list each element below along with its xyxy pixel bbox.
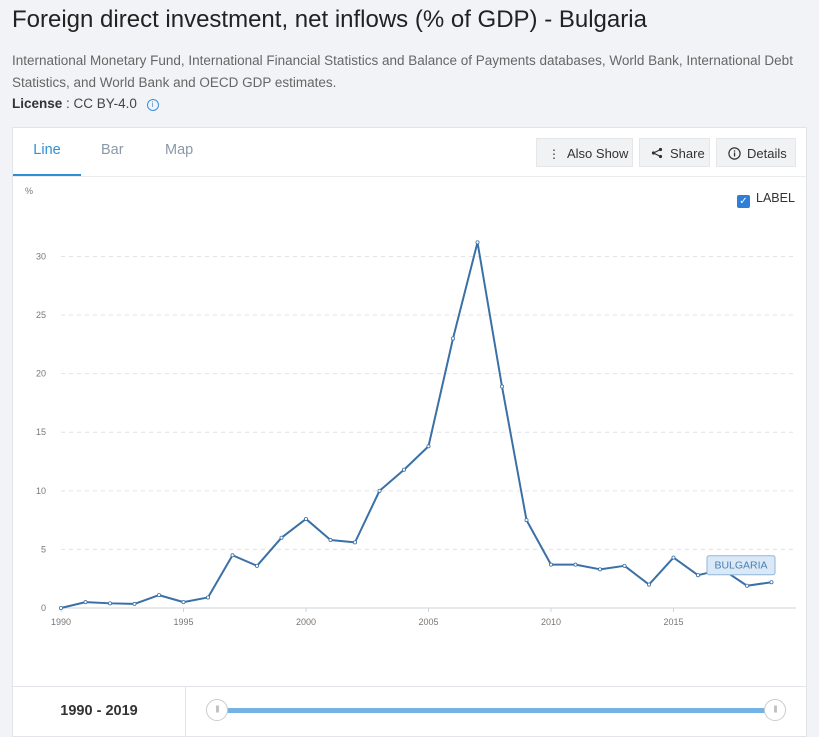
y-tick-label: 25 [36,310,46,320]
data-point [647,582,652,587]
tabs-divider [13,176,806,177]
share-label: Share [670,146,705,161]
license-line: License : CC BY-4.0 i [12,96,159,111]
data-point [108,601,113,606]
range-start-handle[interactable]: ||| [206,699,228,721]
x-tick-label: 2015 [663,617,683,627]
share-button[interactable]: Share [639,138,710,167]
y-tick-label: 0 [41,603,46,613]
data-point [83,600,88,605]
data-point [769,580,774,585]
line-chart: % 0 5 10 15 20 25 30 1990 1995 2000 2005 2010 2015 BUL… [25,186,796,627]
range-bar: 1990 - 2019 ||| ||| [12,686,807,737]
data-point [205,595,210,600]
also-show-label: Also Show [567,146,629,161]
range-end-handle[interactable]: ||| [764,699,786,721]
info-circle-icon [727,140,741,169]
data-point [230,553,235,558]
data-point [499,384,504,389]
data-point [279,535,284,540]
x-tick-label: 2010 [541,617,561,627]
data-point [181,600,186,605]
series-label: BULGARIA [714,560,767,572]
range-separator: - [92,703,106,719]
checkbox-checked-icon[interactable]: ✓ [737,195,750,208]
label-toggle-text: LABEL [756,191,795,205]
data-point [696,573,701,578]
data-point [450,336,455,341]
data-point [352,540,357,545]
tab-line[interactable]: Line [13,128,81,176]
data-point [401,467,406,472]
details-button[interactable]: Details [716,138,796,167]
data-point [426,444,431,449]
x-tick-label: 1995 [173,617,193,627]
license-label: License [12,96,63,111]
series-line [60,241,772,609]
details-label: Details [747,146,787,161]
source-note: International Monetary Fund, Internation… [12,53,793,90]
tab-bar[interactable]: Bar [101,142,124,158]
data-point [132,601,137,606]
more-vertical-icon: ⋮ [548,147,560,161]
series-label-box [706,555,776,576]
y-tick-label: 30 [36,251,46,261]
data-point [573,562,578,567]
data-point [475,240,480,245]
info-icon[interactable]: i [146,99,159,111]
tab-map[interactable]: Map [165,142,194,158]
year-range: 1990 - 2019 [13,687,186,736]
y-tick-label: 15 [36,427,46,437]
data-point [549,562,554,567]
range-end: 2019 [105,703,138,719]
chart-card: Line Bar Map ⋮ Also Show Share Details ✓ L… [12,127,807,689]
data-point [622,563,627,568]
x-tick-label: 2000 [296,617,316,627]
data-point [59,605,64,610]
range-slider-track[interactable] [216,708,776,713]
data-point [303,516,308,521]
x-tick-label: 2005 [418,617,438,627]
data-point [745,583,750,588]
data-point [254,563,259,568]
y-tick-label: 20 [36,369,46,379]
data-point [524,518,529,523]
data-point [671,555,676,560]
x-tick-label: 1990 [51,617,71,627]
data-point [328,538,333,543]
data-point [598,567,603,572]
data-point [377,488,382,493]
data-point [156,593,161,598]
share-icon [650,140,664,169]
page-title: Foreign direct investment, net inflows (… [12,6,647,33]
label-toggle[interactable]: ✓ LABEL [737,191,795,208]
y-tick-label: 5 [41,544,46,554]
license-value: : CC BY-4.0 [66,96,137,111]
also-show-button[interactable]: ⋮ Also Show [536,138,633,167]
y-axis-unit-label: % [25,186,33,196]
y-tick-label: 10 [36,486,46,496]
range-start: 1990 [60,703,93,719]
